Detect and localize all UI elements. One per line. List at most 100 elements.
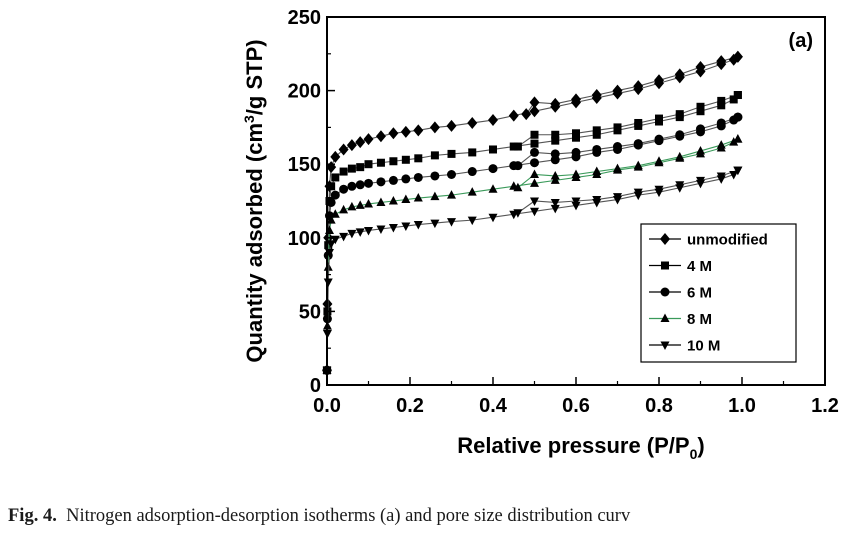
series-1-desorption-point-11 <box>513 142 522 151</box>
series-3-adsorption-point-5 <box>330 209 340 218</box>
series-4-adsorption-point-4 <box>326 240 336 249</box>
y-tick-label-1: 50 <box>299 301 321 323</box>
series-0-desorption-point-9 <box>550 97 561 110</box>
series-3-desorption-point-0 <box>733 134 743 143</box>
series-3-adsorption-point-14 <box>430 191 440 201</box>
series-1-adsorption-point-19 <box>530 139 539 148</box>
series-2-adsorption-point-8 <box>355 180 365 190</box>
series-4-adsorption-point-11 <box>388 223 398 233</box>
series-2-desorption-point-10 <box>530 147 539 157</box>
series-0-adsorption-point-17 <box>488 114 498 127</box>
series-3-desorption-point-6 <box>613 163 622 173</box>
series-4-desorption-point-4 <box>654 185 664 195</box>
series-1-adsorption-point-28 <box>717 101 726 110</box>
series-4-adsorption-point-13 <box>413 221 423 230</box>
series-2-desorption-point-2 <box>696 124 705 134</box>
series-4-adsorption-point-14 <box>430 219 440 229</box>
series-0-adsorption-point-16 <box>467 116 478 129</box>
series-1-adsorption-point-8 <box>356 163 365 172</box>
series-1-adsorption-point-5 <box>331 173 340 182</box>
series-1-desorption-point-9 <box>551 130 560 139</box>
series-2 <box>322 112 743 375</box>
series-0-adsorption-point-18 <box>508 109 519 122</box>
x-axis-title-tail: ) <box>697 433 704 458</box>
series-1-adsorption-point-27 <box>696 107 705 116</box>
series-0-desorption-point-4 <box>654 74 664 87</box>
series-1-adsorption-point-10 <box>376 158 385 167</box>
series-4-adsorption-point-16 <box>467 216 477 226</box>
series-2-desorption-point-3 <box>675 130 685 140</box>
series-4-adsorption-point-9 <box>364 226 373 236</box>
legend: unmodified 4 M 6 M 8 M 10 M <box>640 223 797 363</box>
series-3-desorption-point-1 <box>716 140 726 149</box>
series-4-desorption-point-6 <box>613 193 622 202</box>
series-2-adsorption-point-11 <box>388 175 398 185</box>
y-tick-label-3: 150 <box>288 154 321 176</box>
y-tick-label-0: 0 <box>310 375 321 397</box>
series-1-adsorption-point-15 <box>447 149 456 158</box>
series-3-adsorption-point-10 <box>376 197 386 206</box>
series-4-adsorption-point-12 <box>401 222 411 232</box>
series-2-adsorption-point-5 <box>330 190 340 200</box>
series-1-adsorption-point-21 <box>572 133 580 142</box>
x-tick-label-6: 1.2 <box>811 395 839 417</box>
y-tick-label-4: 200 <box>288 81 321 103</box>
series-4-adsorption-point-20 <box>550 204 560 214</box>
series-3-desorption-point-8 <box>571 169 581 179</box>
series-2-desorption-point-4 <box>654 134 664 144</box>
series-4 <box>322 166 743 376</box>
series-2-adsorption-point-19 <box>530 158 539 168</box>
series-1-desorption-point-1 <box>717 96 726 105</box>
series-0-desorption-point-11 <box>521 108 532 121</box>
series-2-desorption-point-8 <box>571 147 581 157</box>
series-3-desorption-point-3 <box>675 151 685 161</box>
series-3-adsorption-point-2 <box>323 262 333 271</box>
x-tick-label-2: 0.4 <box>479 395 508 417</box>
series-3-adsorption-point-7 <box>347 201 357 211</box>
series-0-adsorption-point-10 <box>375 130 386 143</box>
legend-marker-3 <box>660 313 670 322</box>
series-4-desorption-point-9 <box>550 198 560 208</box>
series-3-adsorption-point-13 <box>413 193 423 202</box>
series-1-desorption-point-10 <box>530 130 539 139</box>
series-2-desorption-point-5 <box>633 139 643 149</box>
series-1-adsorption-point-20 <box>551 136 560 145</box>
series-1-adsorption-point-11 <box>389 157 398 166</box>
series-2-adsorption-point-7 <box>347 181 357 191</box>
series-3-adsorption-point-16 <box>467 187 477 196</box>
series-1-desorption-point-7 <box>592 126 601 135</box>
legend-marker-1 <box>661 261 669 270</box>
series-3-desorption-point-11 <box>513 182 523 192</box>
legend-label-0: unmodified <box>687 232 768 249</box>
series-2-adsorption-point-14 <box>430 171 440 181</box>
series-0-adsorption-point-12 <box>400 125 411 138</box>
x-axis-title-sub: 0 <box>690 446 698 462</box>
x-tick-label-1: 0.2 <box>396 395 424 417</box>
series-1-desorption-point-5 <box>634 118 643 127</box>
y-axis-title-main: Quantity adsorbed (cm <box>242 123 267 363</box>
legend-label-4: 10 M <box>687 338 720 355</box>
series-1-desorption-point-6 <box>613 123 622 132</box>
series-0-adsorption-point-6 <box>338 143 349 156</box>
series-1-adsorption-point-16 <box>468 148 477 157</box>
series-2-adsorption-point-6 <box>339 184 349 194</box>
series-1-desorption-point-0 <box>733 91 742 100</box>
series-4-desorption-point-11 <box>513 209 523 218</box>
series-1-adsorption-point-14 <box>430 151 439 160</box>
series-4-adsorption-point-19 <box>530 207 539 217</box>
series-0-desorption-point-2 <box>695 61 706 74</box>
series-3-adsorption-point-29 <box>729 137 739 146</box>
series-3-desorption-point-5 <box>633 160 643 170</box>
series-2-desorption-point-11 <box>513 161 523 171</box>
series-0-desorption-point-1 <box>716 55 727 68</box>
series-0-adsorption-point-11 <box>388 127 399 140</box>
series-3-adsorption-point-11 <box>388 196 398 205</box>
legend-marker-0 <box>660 233 670 245</box>
x-tick-label-3: 0.6 <box>562 395 590 417</box>
series-4-desorption-point-0 <box>733 166 743 176</box>
series-0-desorption-point-0 <box>732 50 743 63</box>
series-2-adsorption-point-9 <box>364 178 373 188</box>
series-3-adsorption-point-6 <box>339 204 349 214</box>
series-4-desorption-line <box>517 169 739 214</box>
